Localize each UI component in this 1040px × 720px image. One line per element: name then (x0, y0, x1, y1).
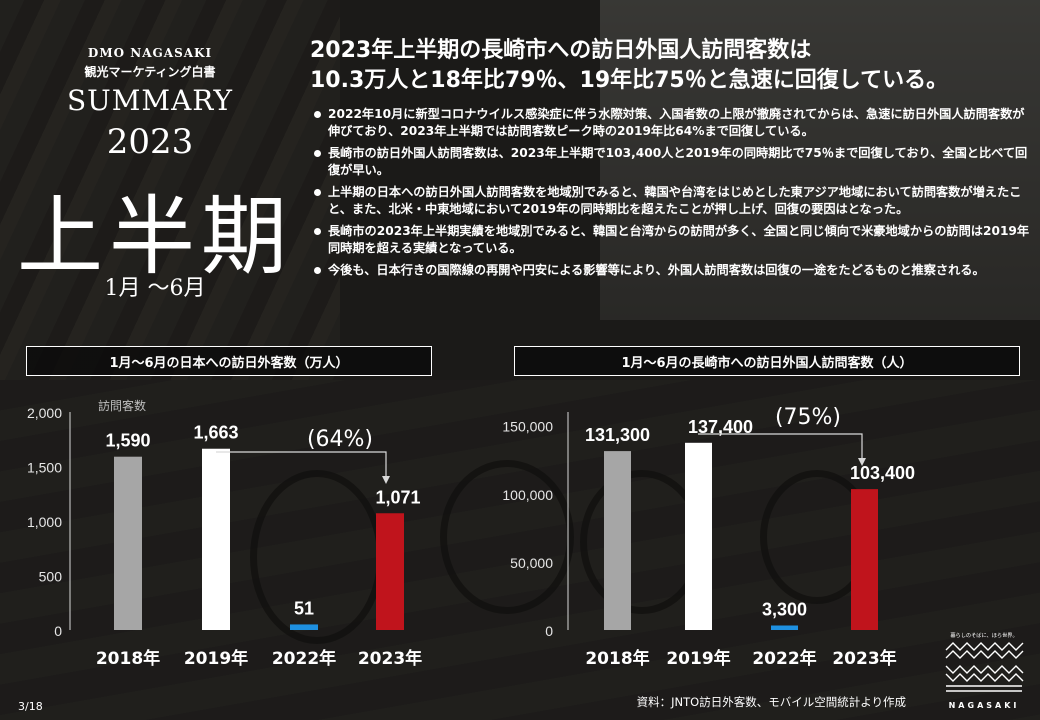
source-note: 資料：JNTO訪日外客数、モバイル空間統計より作成 (636, 695, 906, 709)
japan-visitors-chart: 0 500 1,000 1,500 2,000 訪問客数 1,590 2018年 1,663 20… (27, 398, 422, 669)
bar (114, 456, 142, 630)
bar (290, 624, 318, 630)
y-tick-label: 0 (545, 623, 553, 639)
bullet-item: 今後も、日本行きの国際線の再開や円安による影響等により、外国人訪問客数は回復の一… (312, 262, 1030, 279)
summary-heading: SUMMARY (66, 84, 234, 117)
y-tick-label: 150,000 (502, 419, 553, 435)
y-axis-label: 訪問客数 (98, 398, 146, 413)
japan-chart-title: 1月～6月の日本への訪日外客数（万人） (26, 346, 432, 376)
y-tick-label: 100,000 (502, 487, 553, 503)
y-tick-label: 50,000 (510, 555, 553, 571)
summary-bullets: 2022年10月に新型コロナウイルス感染症に伴う水際対策、入国者数の上限が撤廃さ… (312, 106, 1030, 284)
logo-word: NAGASAKI (949, 701, 1020, 710)
x-category-label: 2019年 (666, 648, 730, 669)
bar-value-label: 103,400 (850, 463, 915, 483)
half-year-heading: 上半期 (17, 187, 293, 287)
x-category-label: 2018年 (585, 648, 649, 669)
bar-value-label: 1,071 (375, 487, 420, 507)
headline: 2023年上半期の長崎市への訪日外国人訪問客数は 10.3万人と18年比79％、… (310, 36, 1030, 96)
year-heading: 2023 (106, 122, 194, 162)
logo-pattern (945, 642, 1024, 692)
y-tick-label: 2,000 (27, 405, 62, 421)
x-category-label: 2019年 (184, 648, 248, 669)
bar-value-label: 1,663 (193, 423, 238, 443)
x-category-label: 2022年 (752, 648, 816, 669)
bar (604, 451, 631, 630)
bar (771, 625, 798, 630)
recovery-ratio-annotation: (64%) (307, 427, 373, 452)
comparison-bracket (216, 451, 387, 478)
nagasaki-logo: 暮らしのそばに、ほら世界。 NAGASAKI (945, 631, 1024, 710)
brand-name: DMO NAGASAKI (87, 46, 213, 60)
bullet-item: 長崎市の2023年上半期実績を地域別でみると、韓国と台湾からの訪問が多く、全国と… (312, 223, 1030, 257)
arrow-head (858, 458, 866, 466)
bar (202, 448, 230, 630)
comparison-bracket (698, 433, 863, 460)
headline-line-2: 10.3万人と18年比79％、19年比75％と急速に回復している。 (310, 68, 949, 93)
bullet-item: 上半期の日本への訪日外国人訪問客数を地域別でみると、韓国や台湾をはじめとした東ア… (312, 184, 1030, 218)
bullet-item: 2022年10月に新型コロナウイルス感染症に伴う水際対策、入国者数の上限が撤廃さ… (312, 106, 1030, 140)
bar-value-label: 137,400 (688, 417, 753, 437)
headline-line-1: 2023年上半期の長崎市への訪日外国人訪問客数は (310, 38, 812, 63)
brand-subtitle: 観光マーケティング白書 (84, 65, 216, 79)
bar (685, 442, 712, 630)
bar (376, 513, 404, 630)
period-label: 1月 ～6月 (104, 276, 206, 301)
y-tick-label: 1,500 (27, 460, 62, 476)
y-tick-label: 1,000 (27, 514, 62, 530)
bar-value-label: 3,300 (762, 600, 807, 620)
y-tick-label: 500 (39, 569, 63, 585)
bar (851, 489, 878, 630)
recovery-ratio-annotation: (75%) (775, 405, 841, 430)
page-number: 3/18 (18, 700, 43, 713)
nagasaki-visitors-chart: 0 50,000 100,000 150,000 131,300 2018年 137,400… (502, 405, 915, 669)
bullet-item: 長崎市の訪日外国人訪問客数は、2023年上半期で103,400人と2019年の同… (312, 145, 1030, 179)
bar-value-label: 1,590 (105, 431, 150, 451)
x-category-label: 2018年 (96, 648, 160, 669)
x-category-label: 2023年 (832, 648, 896, 669)
bar-value-label: 51 (294, 598, 314, 618)
arrow-head (382, 476, 390, 484)
x-category-label: 2022年 (272, 648, 336, 669)
logo-tagline: 暮らしのそばに、ほら世界。 (950, 631, 1017, 639)
nagasaki-chart-title: 1月～6月の長崎市への訪日外国人訪問客数（人） (514, 346, 1020, 376)
bar-value-label: 131,300 (585, 425, 650, 445)
y-tick-label: 0 (54, 623, 62, 639)
x-category-label: 2023年 (358, 648, 422, 669)
